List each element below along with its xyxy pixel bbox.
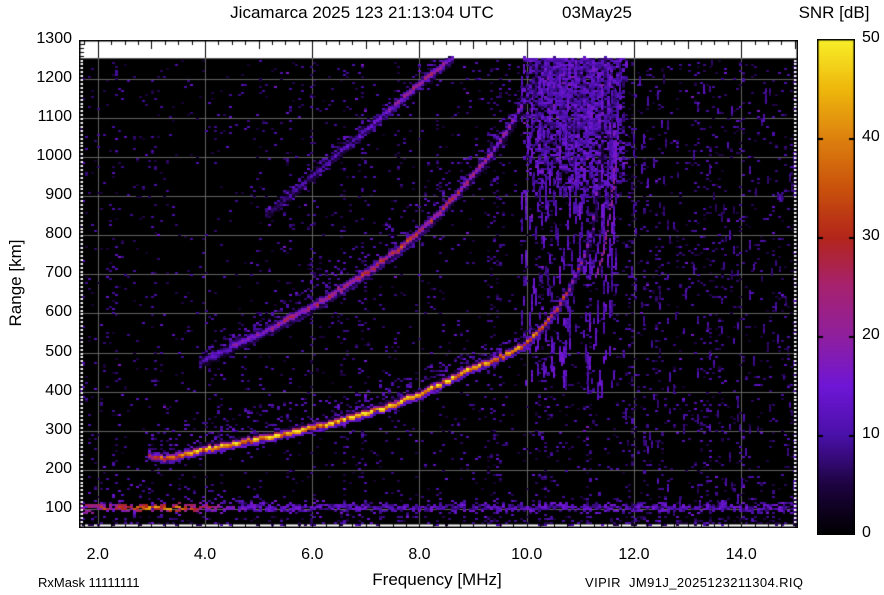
y-tick-label: 200 — [45, 459, 72, 477]
x-tick-label: 12.0 — [618, 546, 650, 563]
y-tick-label: 1000 — [36, 147, 72, 165]
y-tick-label: 900 — [45, 186, 72, 204]
colorbar-tick-label: 50 — [862, 29, 880, 46]
colorbar-tick-label: 20 — [862, 326, 880, 343]
ionogram-canvas — [79, 40, 798, 528]
y-tick-label: 1100 — [37, 108, 72, 126]
x-tick-label: 2.0 — [86, 546, 109, 563]
plot-date: 03May25 — [562, 3, 632, 22]
x-tick-label: 6.0 — [301, 546, 324, 563]
colorbar-canvas — [817, 39, 855, 535]
y-tick-label: 600 — [45, 303, 72, 321]
colorbar-tick-label: 30 — [862, 227, 880, 244]
colorbar-tick-label: 40 — [862, 128, 880, 145]
y-tick-label: 700 — [45, 264, 72, 282]
y-tick-label: 300 — [45, 420, 72, 438]
x-tick-label: 10.0 — [511, 546, 543, 563]
rxmask-text: RxMask 11111111 — [38, 575, 140, 590]
y-tick-label: 400 — [45, 381, 72, 399]
colorbar-title: SNR [dB] — [798, 3, 870, 22]
colorbar-tick-label: 10 — [862, 425, 880, 442]
colorbar-tick-label: 0 — [862, 524, 871, 541]
x-tick-label: 4.0 — [193, 546, 217, 563]
y-tick-label: 800 — [45, 225, 72, 243]
x-tick-label: 14.0 — [725, 546, 757, 563]
x-tick-label: 8.0 — [408, 546, 431, 563]
y-tick-label: 500 — [45, 342, 72, 360]
y-tick-label: 1300 — [36, 30, 72, 47]
plot-title: Jicamarca 2025 123 21:13:04 UTC — [230, 3, 494, 22]
y-tick-label: 100 — [45, 498, 72, 516]
file-text: VIPIR JM91J_2025123211304.RIQ — [585, 575, 804, 590]
x-axis-label: Frequency [MHz] — [372, 570, 502, 589]
y-tick-label: 1200 — [36, 69, 72, 87]
